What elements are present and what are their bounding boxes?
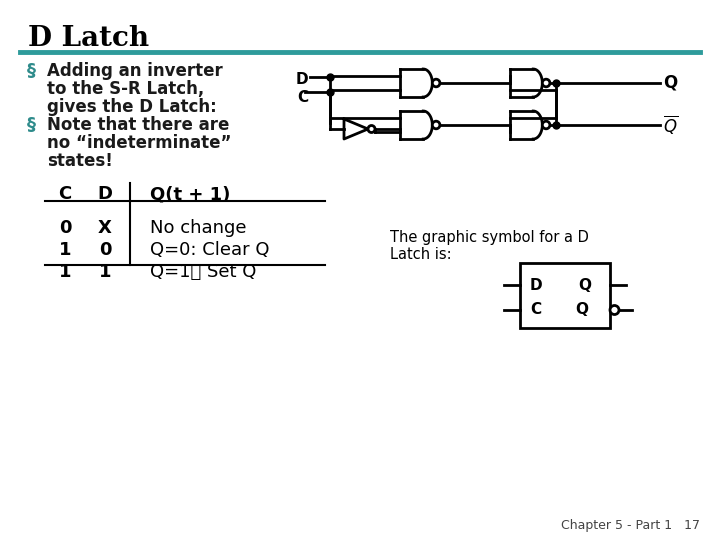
Text: C: C	[297, 90, 308, 105]
Text: 1: 1	[59, 241, 71, 259]
Bar	[520, 262, 610, 327]
Text: no “indeterminate”: no “indeterminate”	[47, 134, 232, 152]
Text: D: D	[97, 185, 112, 203]
Text: §: §	[27, 116, 36, 134]
Circle shape	[432, 79, 440, 87]
Text: Q: Q	[663, 74, 678, 92]
Circle shape	[610, 306, 619, 314]
Text: Q(t + 1): Q(t + 1)	[150, 185, 230, 203]
Text: D: D	[295, 72, 308, 87]
Text: 0: 0	[99, 241, 112, 259]
Text: No change: No change	[150, 219, 246, 237]
Circle shape	[542, 79, 550, 87]
Text: Q=0: Clear Q: Q=0: Clear Q	[150, 241, 269, 259]
Text: §: §	[27, 62, 36, 80]
Text: D Latch: D Latch	[28, 25, 149, 52]
Text: Adding an inverter: Adding an inverter	[47, 62, 222, 80]
Text: 1: 1	[59, 263, 71, 281]
Text: C: C	[58, 185, 71, 203]
Text: 1: 1	[99, 263, 112, 281]
Text: Q: Q	[575, 302, 588, 318]
Text: The graphic symbol for a D
Latch is:: The graphic symbol for a D Latch is:	[390, 230, 589, 262]
Text: C: C	[530, 302, 541, 318]
Text: to the S-R Latch,: to the S-R Latch,	[47, 80, 204, 98]
Text: 0: 0	[59, 219, 71, 237]
Text: Note that there are: Note that there are	[47, 116, 230, 134]
Text: X: X	[98, 219, 112, 237]
Text: Q: Q	[578, 278, 591, 293]
Text: Chapter 5 - Part 1   17: Chapter 5 - Part 1 17	[561, 519, 700, 532]
Text: $\overline{Q}$: $\overline{Q}$	[663, 113, 678, 137]
Text: gives the D Latch:: gives the D Latch:	[47, 98, 217, 116]
Text: D: D	[530, 278, 543, 293]
Text: Q=1： Set Q: Q=1： Set Q	[150, 263, 256, 281]
Circle shape	[368, 125, 375, 132]
Text: states!: states!	[47, 152, 113, 170]
Circle shape	[542, 121, 550, 129]
Circle shape	[432, 121, 440, 129]
